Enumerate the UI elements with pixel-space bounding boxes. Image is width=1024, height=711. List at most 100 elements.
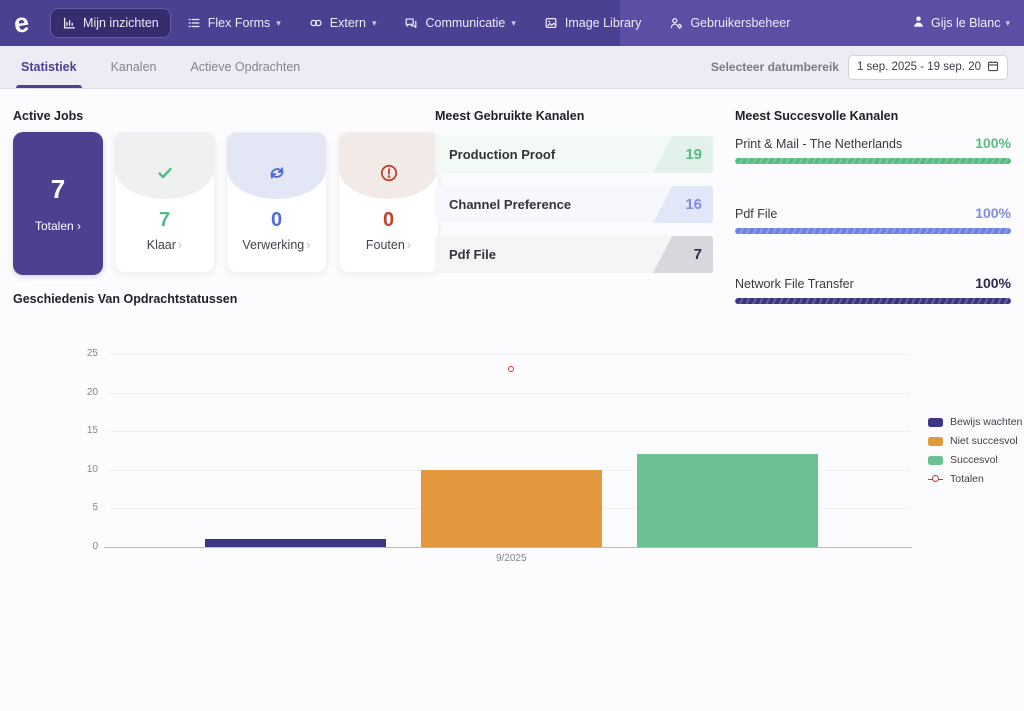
bar-niet-succesvol[interactable] [420,469,602,547]
legend-item-succesvol[interactable]: Succesvol [928,454,1022,466]
chart-gridline [110,431,910,433]
channel-name: Production Proof [449,147,556,162]
nav-item-label: Image Library [564,16,642,30]
chart-gridline [110,392,910,394]
app-logo[interactable]: e [11,6,31,39]
top-navigation: e Mijn inzichten Flex Forms ▾ Extern ▾ [0,0,1024,46]
legend-label: Succesvol [950,454,998,466]
insights-icon [62,16,76,30]
tab-bar: Statistiek Kanalen Actieve Opdrachten Se… [0,46,1024,89]
chat-icon [404,16,418,30]
chevron-down-icon: ▾ [276,17,281,28]
nav-item-gebruikersbeheer[interactable]: Gebruikersbeheer [658,9,801,37]
check-icon [115,163,214,183]
channel-name: Network File Transfer [735,277,854,291]
success-rate: 100% [975,275,1011,291]
row-accent [653,136,713,173]
y-axis-tick-label: 5 [92,502,98,514]
channel-name: Pdf File [735,207,778,221]
progress-bar [735,228,1011,234]
nav-item-image-library[interactable]: Image Library [533,9,652,37]
channel-count: 16 [685,196,702,213]
tab-kanalen[interactable]: Kanalen [110,60,157,74]
legend-item-totalen[interactable]: Totalen [928,473,1022,485]
totalen-value: 7 [50,174,66,204]
klaar-label: Klaar › [146,237,183,252]
channel-row: Production Proof 19 [435,136,713,173]
legend-swatch [928,436,943,446]
nav-item-mijn-inzichten[interactable]: Mijn inzichten [51,9,170,37]
success-row: Print & Mail - The Netherlands 100% [735,135,1011,164]
most-used-title: Meest Gebruikte Kanalen [435,109,585,123]
y-axis-tick-label: 25 [86,348,98,359]
tab-actieve-opdrachten[interactable]: Actieve Opdrachten [190,60,301,74]
most-successful-title: Meest Succesvolle Kanalen [735,109,899,123]
card-verwerking[interactable]: 0 Verwerking › [226,132,327,273]
card-klaar[interactable]: 7 Klaar › [114,132,215,273]
fouten-value: 0 [382,209,395,231]
success-row: Network File Transfer 100% [735,275,1011,304]
y-axis-tick-label: 20 [86,386,98,398]
date-filter-label: Selecteer datumbereik [710,60,839,74]
legend-label: Totalen [950,473,984,485]
channel-row: Pdf File 7 [435,236,713,273]
nav-item-communicatie[interactable]: Communicatie ▾ [393,9,526,37]
card-totalen[interactable]: 7 Totalen › [13,132,103,275]
verwerking-label: Verwerking › [242,237,311,252]
chart-title: Geschiedenis Van Opdrachtstatussen [13,292,238,306]
fouten-label: Fouten › [365,237,412,252]
klaar-value: 7 [158,209,171,231]
forms-icon [187,16,201,30]
legend-item-bewijs-wachten[interactable]: Bewijs wachten [928,416,1022,428]
link-icon [309,16,323,30]
refresh-icon [227,163,326,183]
date-range-value: 1 sep. 2025 - 19 sep. 20 [856,61,981,73]
date-range-input[interactable]: 1 sep. 2025 - 19 sep. 20 [847,54,1008,80]
success-row: Pdf File 100% [735,205,1011,234]
most-successful-channels-section: Meest Succesvolle Kanalen Print & Mail -… [735,109,1011,304]
channel-name: Pdf File [449,247,496,262]
legend-item-niet-succesvol[interactable]: Niet succesvol [928,435,1022,447]
y-axis-tick-label: 0 [92,541,98,552]
progress-bar [735,298,1011,304]
legend-swatch [928,417,943,427]
legend-label: Niet succesvol [950,435,1018,447]
tab-statistiek[interactable]: Statistiek [16,46,82,88]
y-axis-tick-label: 10 [86,463,98,475]
card-fouten[interactable]: 0 Fouten › [338,132,439,273]
user-settings-icon [669,16,683,30]
nav-item-label: Gebruikersbeheer [690,16,791,30]
nav-item-flex-forms[interactable]: Flex Forms ▾ [176,9,292,37]
totalen-label: Totalen › [34,219,82,233]
row-accent [653,236,713,273]
x-axis-tick-label: 9/2025 [495,553,527,564]
date-filter: Selecteer datumbereik 1 sep. 2025 - 19 s… [710,54,1008,80]
chart-legend: Bewijs wachten Niet succesvol Succesvol Tot… [928,416,1022,485]
bar-succesvol[interactable] [636,454,818,547]
chevron-down-icon: ▾ [1005,17,1010,28]
status-history-chart: 0 5 10 15 20 25 9/2025 Bewijs wachten Niet succe… [0,320,1024,590]
nav-item-label: Flex Forms [207,16,271,30]
channel-count: 7 [693,246,702,263]
success-rate: 100% [975,135,1011,151]
x-axis-line [104,547,912,548]
user-name: Gijs le Blanc [930,16,1001,30]
image-icon [544,16,558,30]
channel-row: Channel Preference 16 [435,186,713,223]
nav-item-label: Extern [329,16,366,30]
active-jobs-title: Active Jobs [13,109,84,123]
error-icon [339,163,438,183]
active-jobs-section: Active Jobs 7 Totalen › 7 Klaar › [13,109,439,275]
bar-bewijs-wachten[interactable] [205,539,386,547]
row-accent [653,186,713,223]
progress-bar [735,158,1011,164]
totals-marker[interactable] [508,366,515,373]
success-rate: 100% [975,205,1011,221]
totals-line-marker-icon [928,475,943,484]
channel-name: Channel Preference [449,197,572,212]
nav-item-extern[interactable]: Extern ▾ [298,9,388,37]
chart-gridline [110,354,910,355]
user-menu[interactable]: Gijs le Blanc ▾ [912,15,1010,31]
y-axis-tick-label: 15 [86,425,98,437]
calendar-icon [987,60,999,75]
